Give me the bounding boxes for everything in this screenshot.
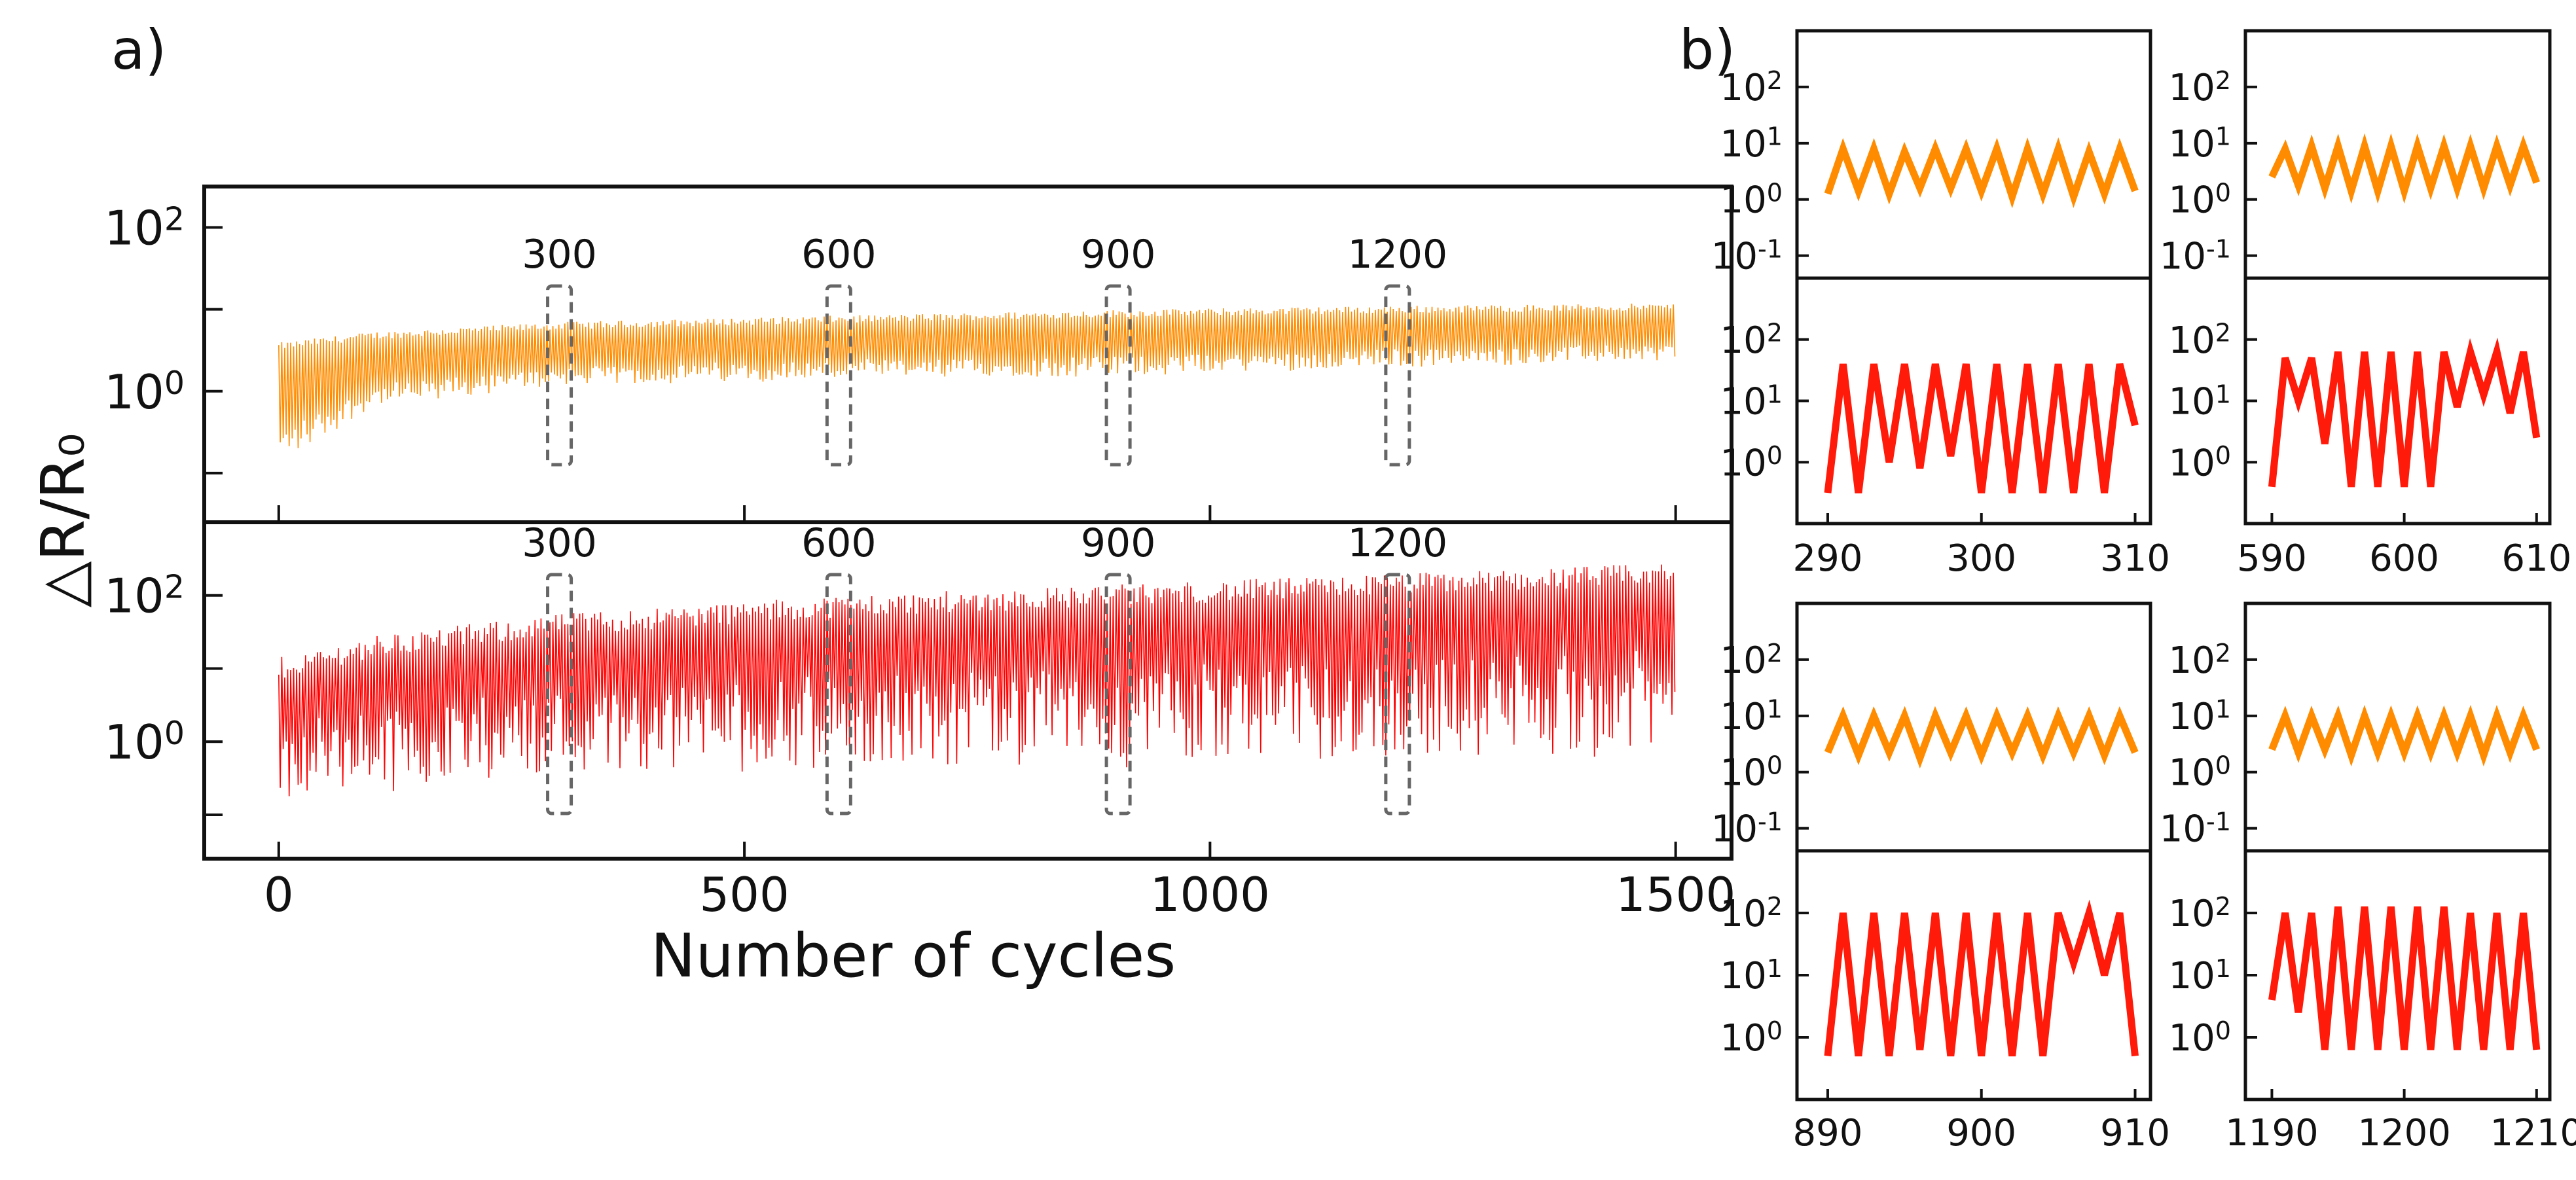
ytick-label-orange-900-3: 10-1 — [1711, 808, 1783, 851]
series-orange-1200 — [2268, 705, 2540, 767]
series-red-900 — [1824, 899, 2139, 1057]
highlight-label-top-0: 300 — [522, 232, 597, 277]
highlight-label-top-1: 600 — [801, 232, 877, 277]
series-orange-300 — [1824, 137, 2139, 209]
xtick-label-600-0: 590 — [2237, 537, 2307, 580]
highlight-box-top-0 — [546, 284, 573, 467]
xtick-label-300-2: 310 — [2100, 537, 2170, 580]
panel-bottom: 102 100 300 600 900 1200 — [104, 520, 1733, 861]
series-top — [278, 303, 1676, 448]
xtick-label-600-2: 610 — [2501, 537, 2571, 580]
highlight-label-bottom-0: 300 — [522, 520, 597, 566]
ytick-label-red-600-0: 102 — [2169, 319, 2232, 362]
xtick-label-1200-2: 1210 — [2490, 1112, 2576, 1154]
panel-top: 102 100 300 600 900 1200 — [104, 185, 1733, 524]
ytick-label-orange-900-2: 100 — [1720, 751, 1783, 795]
ytick-label-orange-300-0: 102 — [1720, 66, 1783, 109]
ytick-label-orange-1200-2: 100 — [2169, 751, 2232, 795]
highlight-box-bottom-0 — [546, 573, 573, 815]
xtick-label-300-0: 290 — [1793, 537, 1863, 580]
frame-bottom — [202, 520, 1733, 861]
highlight-label-bottom-1: 600 — [801, 520, 877, 566]
series-red-300 — [1824, 363, 2139, 493]
ytick-label-red-300-0: 102 — [1720, 319, 1783, 362]
xtick-label-1200-1: 1200 — [2357, 1112, 2451, 1154]
ytick-label-orange-300-3: 10-1 — [1711, 235, 1783, 278]
xtick-label-900-0: 890 — [1793, 1112, 1863, 1154]
window-300: 102 101 100 10-1 102 101 100 290 300 310 — [1711, 29, 2170, 580]
panel-label-b: b) — [1679, 18, 1735, 82]
panel-label-a: a) — [111, 18, 166, 82]
frame-orange-300 — [1795, 29, 2152, 280]
ytick-label-red-300-1: 101 — [1720, 380, 1783, 423]
ytick-label-red-900-1: 101 — [1720, 954, 1783, 997]
ytick-label-top-0: 102 — [104, 201, 185, 256]
xtick-label-a-2: 1000 — [1150, 867, 1270, 922]
ytick-label-orange-1200-0: 102 — [2169, 639, 2232, 682]
ytick-label-red-300-2: 100 — [1720, 441, 1783, 484]
ytick-label-red-1200-0: 102 — [2169, 892, 2232, 935]
highlight-box-bottom-3 — [1384, 573, 1411, 815]
y-axis-title: △R/R₀ — [28, 433, 98, 607]
chart-b-zoomed-windows: 102 101 100 10-1 102 101 100 290 300 310 102 101 100… — [1711, 29, 2576, 1154]
ytick-label-red-600-2: 100 — [2169, 441, 2232, 484]
highlight-label-top-2: 900 — [1081, 232, 1156, 277]
ytick-label-orange-1200-1: 101 — [2169, 695, 2232, 738]
xtick-label-900-2: 910 — [2100, 1112, 2170, 1154]
frame-orange-600 — [2243, 29, 2552, 280]
ytick-label-red-1200-1: 101 — [2169, 954, 2232, 997]
xtick-label-a-3: 1500 — [1616, 867, 1735, 922]
highlight-box-bottom-2 — [1104, 573, 1132, 815]
series-orange-900 — [1824, 706, 2139, 769]
frame-red-300 — [1795, 276, 2152, 526]
frame-red-1200 — [2243, 849, 2552, 1101]
xtick-label-1200-0: 1190 — [2225, 1112, 2319, 1154]
ytick-label-orange-600-3: 10-1 — [2160, 235, 2231, 278]
ytick-label-orange-600-0: 102 — [2169, 66, 2232, 109]
chart-a-cycling-response: 102 100 300 600 900 1200 102 100 300 600 900 1200 0 5… — [28, 185, 1735, 991]
highlight-box-top-2 — [1104, 284, 1132, 467]
frame-red-600 — [2243, 276, 2552, 526]
ytick-label-red-900-2: 100 — [1720, 1016, 1783, 1060]
ytick-label-bottom-0: 102 — [104, 569, 185, 624]
window-600: 102 101 100 10-1 102 101 100 590 600 610 — [2160, 29, 2571, 580]
ytick-label-bottom-1: 100 — [104, 715, 185, 770]
ytick-label-orange-300-2: 100 — [1720, 179, 1783, 222]
xtick-label-600-1: 600 — [2369, 537, 2439, 580]
ytick-label-top-1: 100 — [104, 365, 185, 420]
ytick-label-orange-900-1: 101 — [1720, 695, 1783, 738]
x-axis-title: Number of cycles — [651, 921, 1176, 991]
highlight-box-bottom-1 — [825, 573, 852, 815]
highlight-label-top-3: 1200 — [1348, 232, 1448, 277]
window-900: 102 101 100 10-1 102 101 100 890 900 910 — [1711, 601, 2170, 1154]
ytick-label-orange-600-2: 100 — [2169, 179, 2232, 222]
ytick-label-orange-900-0: 102 — [1720, 639, 1783, 682]
xtick-label-a-0: 0 — [264, 867, 294, 922]
xtick-label-300-1: 300 — [1946, 537, 2016, 580]
frame-red-900 — [1795, 849, 2152, 1101]
series-orange-600 — [2268, 133, 2540, 204]
series-bottom — [278, 564, 1676, 796]
highlight-box-top-1 — [825, 284, 852, 467]
series-red-600 — [2268, 337, 2541, 488]
highlight-label-bottom-3: 1200 — [1348, 520, 1448, 566]
ytick-label-red-900-0: 102 — [1720, 892, 1783, 935]
window-1200: 102 101 100 10-1 102 101 100 1190 1200 1210 — [2160, 601, 2576, 1154]
highlight-label-bottom-2: 900 — [1081, 520, 1156, 566]
ytick-label-red-1200-2: 100 — [2169, 1016, 2232, 1060]
xtick-label-900-1: 900 — [1946, 1112, 2016, 1154]
ytick-label-orange-600-1: 101 — [2169, 122, 2232, 166]
xtick-label-a-1: 500 — [699, 867, 789, 922]
series-red-1200 — [2268, 906, 2541, 1050]
ytick-label-orange-300-1: 101 — [1720, 122, 1783, 166]
highlight-box-top-3 — [1384, 284, 1411, 467]
ytick-label-orange-1200-3: 10-1 — [2160, 808, 2231, 851]
ytick-label-red-600-1: 101 — [2169, 380, 2232, 423]
